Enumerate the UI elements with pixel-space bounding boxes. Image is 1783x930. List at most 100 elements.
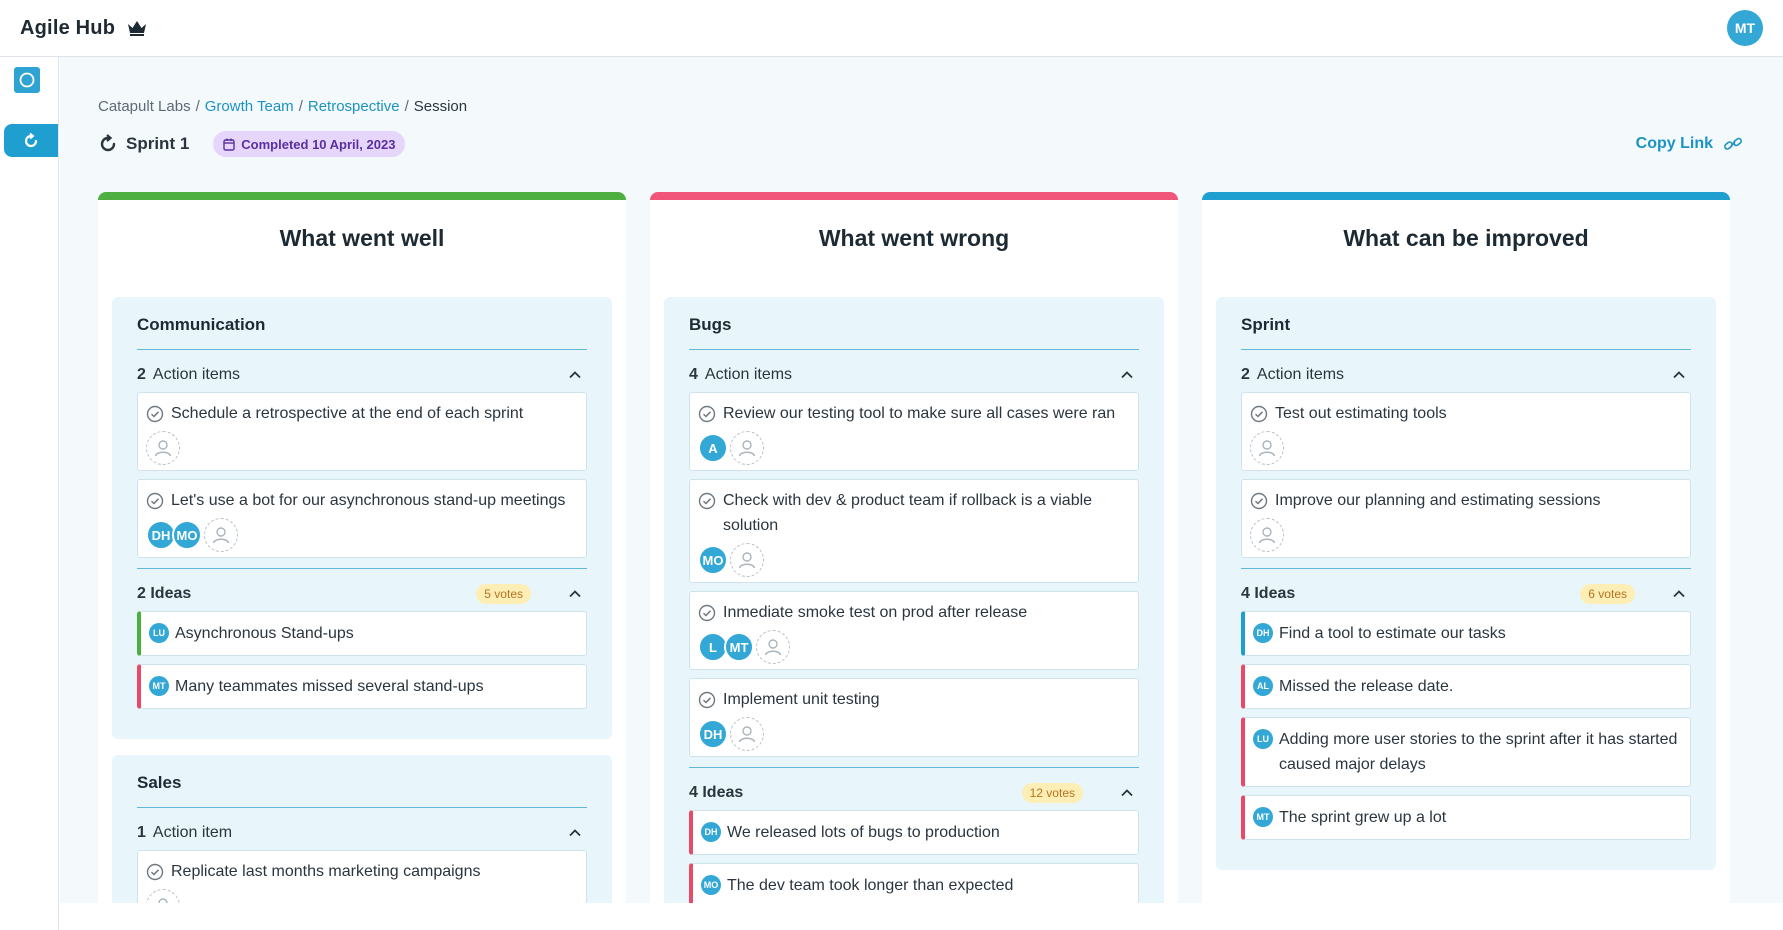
breadcrumb-separator: / — [404, 98, 409, 115]
ideas-count-label: 2 Ideas — [137, 585, 192, 602]
action-item-text: Review our testing tool to make sure all… — [723, 405, 1116, 422]
column-title: What went wrong — [818, 225, 1010, 251]
user-avatar[interactable]: MT — [1727, 10, 1763, 46]
column-title: What went well — [279, 225, 445, 251]
chevron-up-icon[interactable] — [1119, 367, 1135, 383]
add-assignee-icon[interactable] — [730, 431, 764, 465]
check-circle-icon[interactable] — [146, 863, 164, 881]
action-item-text: Check with dev & product team if rollbac… — [723, 492, 1093, 534]
idea-card[interactable]: DH Find a tool to estimate our tasks — [1241, 611, 1691, 656]
idea-card[interactable]: LU Asynchronous Stand-ups — [137, 611, 587, 656]
copy-link-button[interactable]: Copy Link — [1636, 131, 1743, 157]
idea-text: Find a tool to estimate our tasks — [1279, 625, 1506, 642]
action-item-card[interactable]: Test out estimating tools — [1241, 392, 1691, 471]
main-content: Catapult Labs / Growth Team / Retrospective /… — [60, 57, 1783, 903]
column-title: What can be improved — [1343, 225, 1589, 251]
assignee-avatar[interactable]: MO — [698, 545, 728, 575]
action-item-card[interactable]: Implement unit testing DH — [689, 678, 1139, 757]
check-circle-icon[interactable] — [146, 405, 164, 423]
add-assignee-icon[interactable] — [756, 630, 790, 664]
action-items-count: 1 — [137, 824, 146, 841]
assignee-avatar[interactable]: L — [698, 632, 728, 662]
calendar-icon — [223, 138, 235, 151]
add-assignee-icon[interactable] — [730, 717, 764, 751]
assignee-avatar[interactable]: MO — [172, 520, 202, 550]
sprint-name: Sprint 1 — [126, 134, 190, 153]
action-item-card[interactable]: Review our testing tool to make sure all… — [689, 392, 1139, 471]
action-item-card[interactable]: Replicate last months marketing campaign… — [137, 850, 587, 903]
add-assignee-icon[interactable] — [730, 543, 764, 577]
chevron-up-icon[interactable] — [567, 825, 583, 841]
check-circle-icon[interactable] — [146, 492, 164, 510]
action-item-text: Let's use a bot for our asynchronous sta… — [171, 492, 566, 509]
add-assignee-icon[interactable] — [146, 431, 180, 465]
idea-card[interactable]: MT Many teammates missed several stand-up… — [137, 664, 587, 709]
status-text: Completed 10 April, 2023 — [241, 136, 396, 152]
sprint-cycle-icon — [100, 134, 116, 152]
chevron-up-icon[interactable] — [1671, 586, 1687, 602]
idea-author-avatar: AL — [1253, 676, 1273, 696]
action-item-card[interactable]: Inmediate smoke test on prod after relea… — [689, 591, 1139, 670]
assignee-avatar[interactable]: DH — [698, 719, 728, 749]
add-assignee-icon[interactable] — [1250, 431, 1284, 465]
check-circle-icon[interactable] — [698, 604, 716, 622]
idea-text: Adding more user stories to the sprint a… — [1279, 731, 1678, 773]
sidebar-item-retrospective[interactable] — [4, 124, 58, 157]
ideas-header[interactable]: 4 Ideas 6 votes — [1241, 581, 1691, 607]
idea-text: Asynchronous Stand-ups — [175, 625, 354, 642]
chevron-up-icon[interactable] — [1671, 367, 1687, 383]
action-item-card[interactable]: Let's use a bot for our asynchronous sta… — [137, 479, 587, 558]
idea-card[interactable]: LU Adding more user stories to the sprint… — [1241, 717, 1691, 787]
assignee-avatar[interactable]: A — [698, 433, 728, 463]
action-items-list: Test out estimating tools Improve our pla… — [1241, 392, 1691, 569]
check-circle-icon[interactable] — [1250, 492, 1268, 510]
ideas-header[interactable]: 4 Ideas 12 votes — [689, 780, 1139, 806]
breadcrumb-current: Session — [413, 98, 468, 115]
group-title: Sprint — [1241, 315, 1691, 350]
column-color-bar — [98, 192, 626, 200]
assignees: L MT — [698, 630, 1130, 664]
idea-card[interactable]: MT The sprint grew up a lot — [1241, 795, 1691, 840]
sprint-header: Sprint 1 Completed 10 April, 2023 — [98, 131, 406, 157]
column-color-bar — [1202, 192, 1730, 200]
retro-board-icon[interactable] — [14, 67, 40, 93]
action-items-list: Review our testing tool to make sure all… — [689, 392, 1139, 768]
chevron-up-icon[interactable] — [567, 586, 583, 602]
top-bar: Agile Hub MT — [0, 0, 1783, 57]
idea-card[interactable]: DH We released lots of bugs to production — [689, 810, 1139, 855]
idea-text: Many teammates missed several stand-ups — [175, 678, 484, 695]
action-items-count: 2 — [137, 366, 146, 383]
assignees: DH — [698, 717, 1130, 751]
action-item-card[interactable]: Improve our planning and estimating sess… — [1241, 479, 1691, 558]
action-item-text: Replicate last months marketing campaign… — [171, 863, 481, 880]
check-circle-icon[interactable] — [698, 405, 716, 423]
check-circle-icon[interactable] — [698, 691, 716, 709]
retro-column: What went well Communication 2 Action items… — [98, 192, 626, 903]
action-item-card[interactable]: Schedule a retrospective at the end of e… — [137, 392, 587, 471]
add-assignee-icon[interactable] — [146, 889, 180, 903]
action-items-label: Action items — [704, 366, 793, 383]
assignees: DH MO — [146, 518, 578, 552]
breadcrumb-board-link[interactable]: Retrospective — [307, 98, 400, 115]
idea-card[interactable]: AL Missed the release date. — [1241, 664, 1691, 709]
idea-card[interactable]: MO The dev team took longer than expected — [689, 863, 1139, 903]
breadcrumb-team-link[interactable]: Growth Team — [204, 98, 294, 115]
add-assignee-icon[interactable] — [204, 518, 238, 552]
action-items-header[interactable]: 1 Action item — [137, 820, 587, 846]
action-items-header[interactable]: 2 Action items — [1241, 362, 1691, 388]
group-title: Sales — [137, 773, 587, 808]
chevron-up-icon[interactable] — [1119, 785, 1135, 801]
action-items-header[interactable]: 4 Action items — [689, 362, 1139, 388]
check-circle-icon[interactable] — [698, 492, 716, 510]
action-item-row: Schedule a retrospective at the end of e… — [146, 401, 578, 426]
idea-author-avatar: MT — [1253, 807, 1273, 827]
assignee-avatar[interactable]: MT — [724, 632, 754, 662]
add-assignee-icon[interactable] — [1250, 518, 1284, 552]
chevron-up-icon[interactable] — [567, 367, 583, 383]
app-title[interactable]: Agile Hub — [20, 16, 116, 39]
action-items-label: Action items — [152, 366, 241, 383]
check-circle-icon[interactable] — [1250, 405, 1268, 423]
action-item-card[interactable]: Check with dev & product team if rollbac… — [689, 479, 1139, 583]
action-items-header[interactable]: 2 Action items — [137, 362, 587, 388]
ideas-header[interactable]: 2 Ideas 5 votes — [137, 581, 587, 607]
